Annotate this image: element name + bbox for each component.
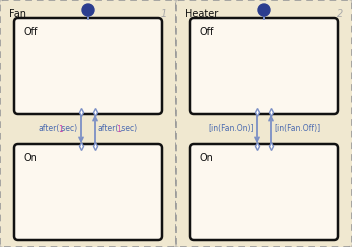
FancyBboxPatch shape xyxy=(176,0,352,247)
FancyBboxPatch shape xyxy=(190,18,338,114)
Text: On: On xyxy=(24,153,38,163)
Text: [in(Fan.On)]: [in(Fan.On)] xyxy=(208,124,254,133)
Text: 1: 1 xyxy=(116,124,121,133)
FancyBboxPatch shape xyxy=(14,18,162,114)
Circle shape xyxy=(258,4,270,16)
Text: ,sec): ,sec) xyxy=(60,124,78,133)
Text: 2: 2 xyxy=(337,9,343,19)
Text: Off: Off xyxy=(24,27,38,37)
Text: 1: 1 xyxy=(161,9,167,19)
Text: 1: 1 xyxy=(58,124,63,133)
FancyBboxPatch shape xyxy=(14,144,162,240)
Text: [in(Fan.Off)]: [in(Fan.Off)] xyxy=(274,124,320,133)
FancyBboxPatch shape xyxy=(0,0,176,247)
Text: Fan: Fan xyxy=(9,9,26,19)
FancyBboxPatch shape xyxy=(190,144,338,240)
Text: after(: after( xyxy=(98,124,119,133)
Text: after(: after( xyxy=(39,124,60,133)
Text: Heater: Heater xyxy=(185,9,218,19)
Text: On: On xyxy=(200,153,214,163)
Circle shape xyxy=(82,4,94,16)
Text: Off: Off xyxy=(200,27,214,37)
Text: ,sec): ,sec) xyxy=(119,124,137,133)
